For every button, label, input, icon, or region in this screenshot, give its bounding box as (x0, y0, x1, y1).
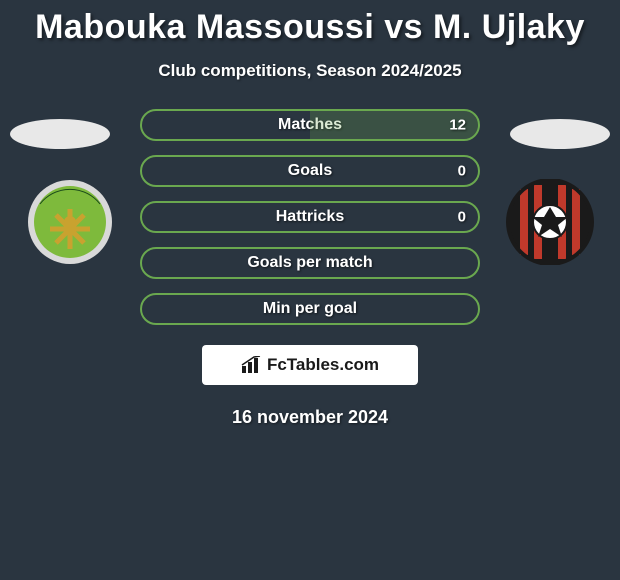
content-area: Matches12 Goals 0 Hattricks 0 Goals per match… (0, 109, 620, 428)
club-crest-right (500, 179, 600, 265)
stat-row: Hattricks 0 (140, 201, 480, 233)
player-right-ellipse (510, 119, 610, 149)
stat-row: Matches12 (140, 109, 480, 141)
date-text: 16 november 2024 (0, 407, 620, 428)
logo-text: FcTables.com (267, 355, 379, 375)
stats-container: Matches12 Goals 0 Hattricks 0 Goals per match… (140, 109, 480, 325)
stat-label: Hattricks (276, 208, 344, 226)
stat-label: Min per goal (263, 300, 357, 318)
stat-label: Goals (288, 162, 332, 180)
zilina-crest-icon (20, 179, 120, 265)
subtitle: Club competitions, Season 2024/2025 (0, 61, 620, 81)
stat-value-right: 0 (458, 163, 466, 180)
stat-value-right: 0 (458, 209, 466, 226)
stat-row: Goals per match (140, 247, 480, 279)
stat-value-right: 12 (449, 117, 466, 134)
trnava-crest-icon (500, 179, 600, 265)
stat-label: Goals per match (247, 254, 372, 272)
club-crest-left (20, 179, 120, 265)
page-title: Mabouka Massoussi vs M. Ujlaky (0, 0, 620, 47)
stat-row: Min per goal (140, 293, 480, 325)
bar-chart-icon (241, 356, 263, 374)
fctables-logo[interactable]: FcTables.com (202, 345, 418, 385)
player-left-ellipse (10, 119, 110, 149)
stat-row: Goals 0 (140, 155, 480, 187)
